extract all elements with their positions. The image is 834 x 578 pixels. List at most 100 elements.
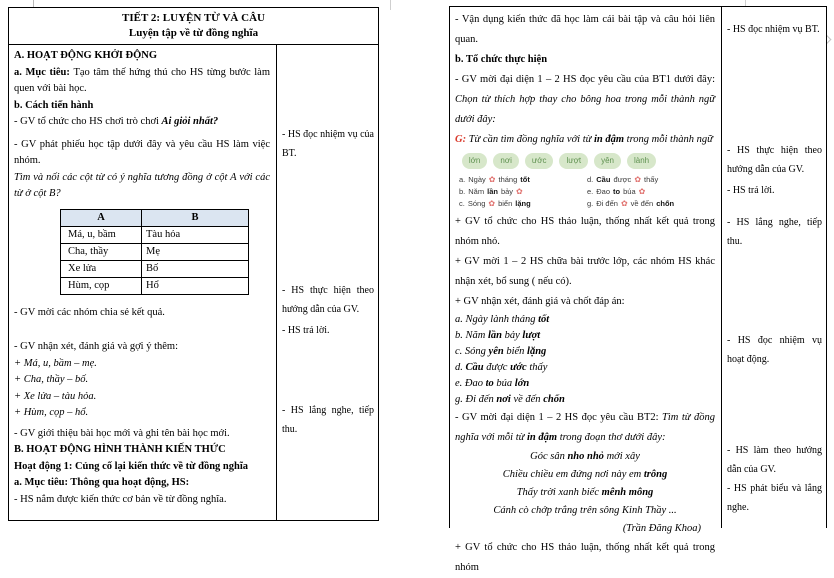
idiom-key: e. [587, 187, 594, 196]
flower-icon: ✿ [620, 198, 628, 208]
idiom-text: Đi đến [596, 199, 618, 208]
hs-note: - HS lắng nghe, tiếp thu. [727, 217, 822, 247]
idiom-key: b. [459, 187, 466, 196]
idiom-text: búa [623, 187, 636, 196]
page-boundary-mark [390, 0, 391, 10]
poem-bold: trông [643, 469, 668, 480]
poem-bold: mênh mông [601, 487, 654, 498]
cach-tien-hanh-heading: b. Cách tiến hành [14, 99, 94, 111]
document-page-1: TIẾT 2: LUYỆN TỪ VÀ CÂU Luyện tập về từ … [8, 7, 379, 521]
idiom-item-d: d. Cầu được ✿ thấy [587, 175, 715, 184]
teacher-activity-column-p2: - Vận dụng kiến thức đã học làm cái bài … [450, 7, 722, 573]
idiom-bold-word: lặng [515, 199, 531, 208]
tro-choi-pre: - GV tổ chức cho HS chơi trò chơi [14, 116, 162, 127]
idiom-text: được [613, 175, 632, 184]
flower-icon: ✿ [488, 174, 496, 184]
textbook-exercise-image: lớn nơi ước lượt yên lành a. Ngày ✿ tháng tố… [455, 153, 715, 208]
match-table-header-row: A B [60, 208, 249, 227]
poem-author: (Trần Đăng Khoa) [622, 523, 701, 534]
van-dung-line: - Vận dụng kiến thức đã học làm cái bài … [455, 14, 715, 45]
table-cell: Hùm, cọp [60, 276, 142, 295]
answer-bold: chốn [543, 394, 565, 405]
hs-note: - HS thực hiện theo hướng dẫn của GV. [282, 285, 374, 315]
hs-note: - HS lắng nghe, tiếp thu. [282, 405, 374, 435]
chua-bai-line: + GV mời 1 – 2 HS chữa bài trước lớp, cá… [455, 256, 715, 287]
lesson-title-line1: TIẾT 2: LUYỆN TỪ VÀ CÂU [122, 12, 265, 24]
word-chip: ước [524, 153, 554, 169]
idiom-item-g: g. Đi đến ✿ về đến chốn [587, 199, 715, 208]
poem-line: Cánh cò chớp trắng trên sông Kinh Thầy .… [455, 502, 715, 520]
table-cell: Tàu hỏa [141, 225, 249, 244]
word-chip: lành [626, 153, 657, 169]
bt2-intro: - GV mời đại diện 1 – 2 HS đọc yêu cầu B… [455, 412, 663, 423]
answer-bold: to [485, 378, 494, 389]
answer-list: a. Ngày lành tháng tốt b. Năm lần bảy lư… [455, 312, 715, 408]
muc-tieu-paragraph: a. Mục tiêu: Tạo tâm thế hứng thú cho HS… [14, 65, 270, 98]
answer-text: b. Năm [455, 330, 488, 341]
flower-icon: ✿ [638, 186, 646, 196]
lesson-title-line2: Luyện tập về từ đồng nghĩa [128, 27, 259, 39]
goi-y-list: + Má, u, bầm – mẹ. + Cha, thầy – bố. + X… [14, 356, 270, 422]
word-bank: lớn nơi ước lượt yên lành [455, 153, 715, 169]
answer-line: e. Đao to búa lớn [455, 376, 715, 392]
answer-line: c. Sóng yên biển lặng [455, 344, 715, 360]
hs-nam-line: - HS nắm được kiến thức cơ bản về từ đồn… [14, 493, 227, 505]
idiom-list: a. Ngày ✿ tháng tốt d. Cầu được ✿ thấy b. Năm lần b… [459, 175, 715, 208]
idiom-text: thấy [644, 175, 659, 184]
answer-line: g. Đi đến nơi về đến chốn [455, 392, 715, 408]
bt2-paragraph: - GV mời đại diện 1 – 2 HS đọc yêu cầu B… [455, 408, 715, 448]
answer-bold: nơi [496, 394, 511, 405]
gioi-thieu-line: - GV giới thiệu bài học mới và ghi tên b… [14, 427, 230, 439]
goi-y-pre: Từ cần tìm đồng nghĩa với từ [466, 134, 594, 145]
flower-icon: ✿ [634, 174, 642, 184]
hs-notes-column-p1: - HS đọc nhiệm vụ của BT. - HS thực hiện… [277, 45, 378, 520]
answer-line: a. Ngày lành tháng tốt [455, 312, 715, 328]
match-table-header-b: B [141, 208, 249, 227]
poem-text: Thấy trời xanh biếc [516, 487, 602, 498]
answer-text: bảy [501, 330, 523, 341]
answer-line: d. Cầu được ước thấy [455, 360, 715, 376]
answer-text: thấy [526, 362, 548, 373]
poem-text: Góc sân [530, 451, 568, 462]
table-row: Hùm, cọp Hổ [60, 276, 249, 295]
goi-y-post: trong mỗi thành ngữ [624, 134, 713, 145]
to-chuc-heading: b. Tổ chức thực hiện [455, 54, 548, 65]
goi-y-hint-line: G: Từ cần tìm đồng nghĩa với từ in đậm t… [455, 130, 715, 150]
answer-text: búa [493, 378, 515, 389]
idiom-key: d. [587, 175, 594, 184]
answer-text: a. Ngày lành tháng [455, 314, 539, 325]
goi-y-label: G: [455, 134, 467, 145]
idiom-bold-word: chốn [656, 199, 675, 208]
match-table: A B Má, u, bầm Tàu hỏa Cha, thầy Mẹ Xe l… [60, 208, 249, 295]
answer-text: c. Sóng [455, 346, 489, 357]
table-row: Má, u, bầm Tàu hỏa [60, 225, 249, 244]
idiom-bold-word: Cầu [596, 175, 611, 184]
tim-va-noi-task: Tìm và nối các cột từ có ý nghĩa tương đ… [14, 171, 270, 200]
flower-icon: ✿ [488, 198, 496, 208]
tro-choi-name: Ai giỏi nhất? [161, 116, 219, 127]
answer-bold: lần [487, 330, 502, 341]
bt2-task-post: trong đoạn thơ dưới đây: [557, 432, 666, 443]
poem-line: Chiều chiều em đứng nơi này em trông [455, 466, 715, 484]
table-cell: Hổ [141, 276, 249, 295]
thao-luan-line: + GV tổ chức cho HS thảo luận, thống nhấ… [455, 216, 715, 247]
idiom-item-a: a. Ngày ✿ tháng tốt [459, 175, 587, 184]
answer-text: về đến [510, 394, 544, 405]
thao-luan-2-line: + GV tổ chức cho HS thảo luận, thống nhấ… [455, 542, 715, 573]
idiom-bold-word: to [613, 187, 621, 196]
chia-se-line: - GV mời các nhóm chia sẻ kết quả. [14, 306, 165, 318]
hs-note: - HS thực hiện theo hướng dẫn của GV. [727, 145, 822, 175]
word-chip: lượt [559, 153, 589, 169]
answer-bold: lặng [527, 346, 547, 357]
table-cell: Xe lửa [60, 259, 142, 278]
idiom-item-e: e. Đao to búa ✿ [587, 187, 715, 196]
idiom-text: tháng [498, 175, 518, 184]
hs-note: - HS trả lời. [727, 185, 775, 196]
idiom-text: về đến [630, 199, 654, 208]
idiom-key: a. [459, 175, 466, 184]
bt1-paragraph: - GV mời đại diện 1 – 2 HS đọc yêu cầu c… [455, 70, 715, 130]
bt2-task-bold: in đậm [527, 432, 558, 443]
poem-block: Góc sân nho nhỏ mới xây Chiều chiều em đ… [455, 448, 715, 538]
poem-bold: nho nhỏ [567, 451, 604, 462]
phat-phieu-line: - GV phát phiếu học tập dưới đây và yêu … [14, 138, 270, 167]
